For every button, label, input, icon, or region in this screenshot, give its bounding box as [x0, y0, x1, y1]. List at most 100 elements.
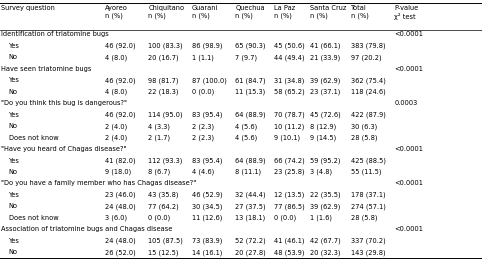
Text: 4 (5.6): 4 (5.6)	[235, 135, 257, 141]
Text: P-value
χ² test: P-value χ² test	[394, 5, 418, 20]
Text: 2 (4.0): 2 (4.0)	[105, 135, 127, 141]
Text: 39 (62.9): 39 (62.9)	[310, 77, 340, 84]
Text: Yes: Yes	[9, 43, 20, 49]
Text: 65 (90.3): 65 (90.3)	[235, 43, 266, 49]
Text: 7 (9.7): 7 (9.7)	[235, 54, 257, 61]
Text: 87 (100.0): 87 (100.0)	[192, 77, 227, 84]
Text: 112 (93.3): 112 (93.3)	[148, 158, 183, 164]
Text: 43 (35.8): 43 (35.8)	[148, 192, 179, 198]
Text: Total
n (%): Total n (%)	[351, 5, 369, 19]
Text: 0 (0.0): 0 (0.0)	[274, 215, 296, 221]
Text: 0 (0.0): 0 (0.0)	[148, 215, 171, 221]
Text: 21 (33.9): 21 (33.9)	[310, 54, 340, 61]
Text: 20 (32.3): 20 (32.3)	[310, 249, 340, 256]
Text: "Do you think this bug is dangerous?": "Do you think this bug is dangerous?"	[1, 100, 127, 106]
Text: 4 (4.6): 4 (4.6)	[192, 169, 214, 176]
Text: 61 (84.7): 61 (84.7)	[235, 77, 266, 84]
Text: 11 (15.3): 11 (15.3)	[235, 89, 266, 95]
Text: 52 (72.2): 52 (72.2)	[235, 238, 266, 244]
Text: 64 (88.9): 64 (88.9)	[235, 158, 266, 164]
Text: 22 (35.5): 22 (35.5)	[310, 192, 341, 198]
Text: 422 (87.9): 422 (87.9)	[351, 112, 386, 118]
Text: 46 (92.0): 46 (92.0)	[105, 77, 136, 84]
Text: 4 (5.6): 4 (5.6)	[235, 123, 257, 130]
Text: 46 (92.0): 46 (92.0)	[105, 43, 136, 49]
Text: 274 (57.1): 274 (57.1)	[351, 203, 386, 210]
Text: 28 (5.8): 28 (5.8)	[351, 135, 377, 141]
Text: <0.0001: <0.0001	[394, 66, 423, 72]
Text: 114 (95.0): 114 (95.0)	[148, 112, 183, 118]
Text: 8 (12.9): 8 (12.9)	[310, 123, 336, 130]
Text: 2 (2.3): 2 (2.3)	[192, 123, 214, 130]
Text: 1 (1.6): 1 (1.6)	[310, 215, 332, 221]
Text: Have seen triatomine bugs: Have seen triatomine bugs	[1, 66, 92, 72]
Text: 100 (83.3): 100 (83.3)	[148, 43, 183, 49]
Text: 27 (37.5): 27 (37.5)	[235, 203, 266, 210]
Text: 70 (78.7): 70 (78.7)	[274, 112, 305, 118]
Text: 30 (6.3): 30 (6.3)	[351, 123, 377, 130]
Text: Identification of triatomine bugs: Identification of triatomine bugs	[1, 31, 109, 37]
Text: 11 (12.6): 11 (12.6)	[192, 215, 222, 221]
Text: "Do you have a family member who has Chagas disease?": "Do you have a family member who has Cha…	[1, 180, 197, 186]
Text: 31 (34.8): 31 (34.8)	[274, 77, 304, 84]
Text: 337 (70.2): 337 (70.2)	[351, 238, 386, 244]
Text: 55 (11.5): 55 (11.5)	[351, 169, 381, 176]
Text: 22 (18.3): 22 (18.3)	[148, 89, 179, 95]
Text: 8 (11.1): 8 (11.1)	[235, 169, 261, 176]
Text: 2 (4.0): 2 (4.0)	[105, 123, 127, 130]
Text: 58 (65.2): 58 (65.2)	[274, 89, 305, 95]
Text: 73 (83.9): 73 (83.9)	[192, 238, 222, 244]
Text: 383 (79.8): 383 (79.8)	[351, 43, 386, 49]
Text: 23 (37.1): 23 (37.1)	[310, 89, 340, 95]
Text: 83 (95.4): 83 (95.4)	[192, 158, 222, 164]
Text: 20 (16.7): 20 (16.7)	[148, 54, 179, 61]
Text: 41 (82.0): 41 (82.0)	[105, 158, 136, 164]
Text: 0.0003: 0.0003	[394, 100, 417, 106]
Text: 20 (27.8): 20 (27.8)	[235, 249, 266, 256]
Text: Yes: Yes	[9, 112, 20, 118]
Text: No: No	[9, 54, 18, 60]
Text: 59 (95.2): 59 (95.2)	[310, 158, 340, 164]
Text: 4 (8.0): 4 (8.0)	[105, 54, 127, 61]
Text: 4 (3.3): 4 (3.3)	[148, 123, 171, 130]
Text: 143 (29.8): 143 (29.8)	[351, 249, 386, 256]
Text: 9 (10.1): 9 (10.1)	[274, 135, 300, 141]
Text: Does not know: Does not know	[9, 215, 58, 221]
Text: No: No	[9, 249, 18, 255]
Text: 3 (6.0): 3 (6.0)	[105, 215, 127, 221]
Text: 48 (53.9): 48 (53.9)	[274, 249, 304, 256]
Text: 24 (48.0): 24 (48.0)	[105, 238, 136, 244]
Text: 23 (25.8): 23 (25.8)	[274, 169, 305, 176]
Text: 12 (13.5): 12 (13.5)	[274, 192, 304, 198]
Text: No: No	[9, 169, 18, 175]
Text: <0.0001: <0.0001	[394, 146, 423, 152]
Text: 98 (81.7): 98 (81.7)	[148, 77, 179, 84]
Text: 46 (92.0): 46 (92.0)	[105, 112, 136, 118]
Text: Quechua
n (%): Quechua n (%)	[235, 5, 265, 19]
Text: 83 (95.4): 83 (95.4)	[192, 112, 222, 118]
Text: <0.0001: <0.0001	[394, 226, 423, 232]
Text: Survey question: Survey question	[1, 5, 55, 11]
Text: La Paz
n (%): La Paz n (%)	[274, 5, 295, 19]
Text: 86 (98.9): 86 (98.9)	[192, 43, 222, 49]
Text: No: No	[9, 89, 18, 95]
Text: 45 (50.6): 45 (50.6)	[274, 43, 305, 49]
Text: 42 (67.7): 42 (67.7)	[310, 238, 341, 244]
Text: 118 (24.6): 118 (24.6)	[351, 89, 386, 95]
Text: 32 (44.4): 32 (44.4)	[235, 192, 266, 198]
Text: 77 (86.5): 77 (86.5)	[274, 203, 305, 210]
Text: 41 (46.1): 41 (46.1)	[274, 238, 304, 244]
Text: 178 (37.1): 178 (37.1)	[351, 192, 386, 198]
Text: 9 (14.5): 9 (14.5)	[310, 135, 336, 141]
Text: 97 (20.2): 97 (20.2)	[351, 54, 382, 61]
Text: <0.0001: <0.0001	[394, 180, 423, 186]
Text: <0.0001: <0.0001	[394, 31, 423, 37]
Text: 26 (52.0): 26 (52.0)	[105, 249, 136, 256]
Text: 425 (88.5): 425 (88.5)	[351, 158, 386, 164]
Text: Santa Cruz
n (%): Santa Cruz n (%)	[310, 5, 346, 19]
Text: 64 (88.9): 64 (88.9)	[235, 112, 266, 118]
Text: Yes: Yes	[9, 77, 20, 83]
Text: No: No	[9, 123, 18, 129]
Text: 30 (34.5): 30 (34.5)	[192, 203, 222, 210]
Text: 2 (1.7): 2 (1.7)	[148, 135, 171, 141]
